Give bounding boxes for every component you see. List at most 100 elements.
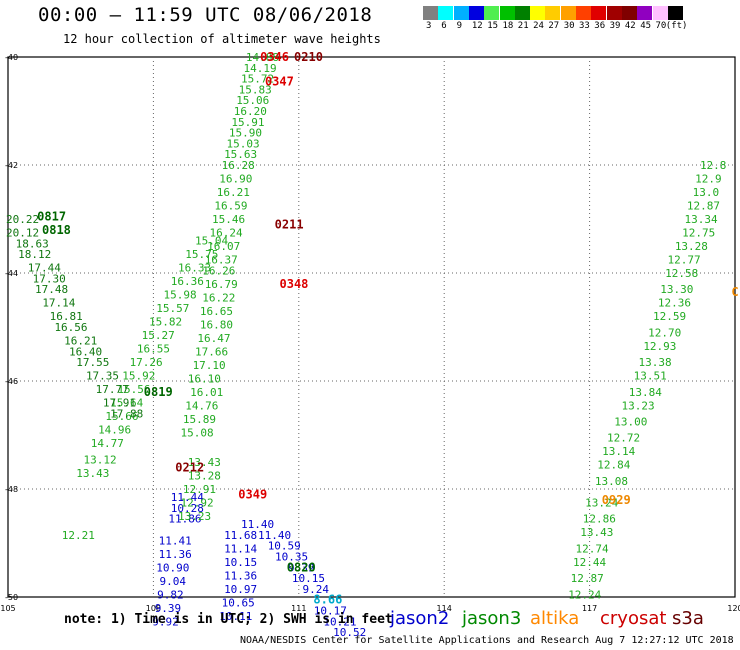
data-point-label: 15.46 [212, 213, 245, 226]
data-point-label: 15.92 [122, 370, 155, 383]
y-tick-label: -46 [5, 377, 18, 386]
y-tick-label: -48 [5, 485, 18, 494]
data-point-label: 15.98 [163, 289, 196, 302]
data-point-label: 9.82 [157, 588, 184, 601]
data-point-label: 0211 [275, 217, 304, 231]
data-point-label: 15.89 [183, 413, 216, 426]
data-point-label: 16.28 [222, 159, 255, 172]
data-point-label: 16.22 [202, 291, 235, 304]
data-point-label: 15.04 [195, 235, 228, 248]
data-point-label: 16.59 [214, 200, 247, 213]
data-point-label: 16.21 [217, 186, 250, 199]
legend-entry: jason3 [462, 608, 521, 629]
data-point-label: 12.87 [687, 200, 720, 213]
data-point-label: 17.10 [193, 359, 226, 372]
data-point-label: 13.30 [660, 283, 693, 296]
data-point-label: 18.12 [18, 248, 51, 261]
data-point-label: 13.43 [580, 526, 613, 539]
plot-frame [8, 57, 735, 597]
data-point-label: 17.66 [195, 345, 228, 358]
data-point-label: 16.33 [178, 262, 211, 275]
data-point-label: 16.56 [54, 321, 87, 334]
data-point-label: 16.80 [200, 318, 233, 331]
x-tick-label: 117 [582, 604, 597, 613]
data-point-label: 0210 [294, 50, 323, 64]
data-point-label: 13.38 [638, 356, 671, 369]
data-point-label: 12.36 [658, 297, 691, 310]
data-point-label: 12.9 [695, 173, 722, 186]
data-point-label: 13.28 [675, 240, 708, 253]
data-point-label: 13.43 [76, 467, 109, 480]
data-point-label: 0929 [602, 493, 631, 507]
data-point-label: 12.92 [180, 497, 213, 510]
data-point-label: 12.70 [648, 326, 681, 339]
data-point-label: 11.36 [224, 569, 257, 582]
data-point-label: 13.0 [693, 186, 720, 199]
data-point-label: 13.23 [622, 399, 655, 412]
data-point-label: 16.90 [219, 173, 252, 186]
data-point-label: 16.79 [205, 278, 238, 291]
data-point-label: 16.36 [171, 275, 204, 288]
data-point-label: 13.84 [629, 386, 662, 399]
data-point-label: 20.22 [6, 213, 39, 226]
data-point-label: 16.65 [200, 305, 233, 318]
credit-line: NOAA/NESDIS Center for Satellite Applica… [240, 635, 734, 646]
footnote: note: 1) Time is in UTC; 2) SWH is in fe… [64, 612, 393, 627]
data-point-label: 9.04 [160, 575, 187, 588]
data-point-label: 12.8 [700, 159, 727, 172]
data-point-label: 12.91 [183, 483, 216, 496]
legend-entry: altika [530, 608, 579, 629]
data-point-label: 17.35 [86, 370, 119, 383]
data-point-label: 12.75 [682, 227, 715, 240]
data-point-label: 17.55 [76, 356, 109, 369]
data-point-label: 12.93 [643, 340, 676, 353]
data-point-label: 10.15 [224, 556, 257, 569]
data-point-label: 0347 [265, 74, 294, 88]
data-point-label: 10.65 [222, 596, 255, 609]
data-point-label: 17.77 [96, 383, 129, 396]
data-point-label: 10.97 [224, 583, 257, 596]
data-point-label: 12.72 [607, 432, 640, 445]
data-point-label: 11.14 [224, 542, 257, 555]
data-point-label: 14.77 [91, 437, 124, 450]
data-point-label: 12.58 [665, 267, 698, 280]
data-point-label: 0817 [37, 209, 66, 223]
data-point-label: 13.34 [685, 213, 718, 226]
data-point-label: 15.82 [149, 316, 182, 329]
data-point-label: 12.59 [653, 310, 686, 323]
data-point-label: 15.08 [180, 426, 213, 439]
data-point-label: 13.14 [602, 445, 635, 458]
x-tick-label: 105 [0, 604, 15, 613]
data-point-label: 16.01 [190, 386, 223, 399]
legend-entry: s3a [672, 608, 704, 629]
data-point-label: 12.21 [62, 529, 95, 542]
data-point-label: 0212 [175, 460, 204, 474]
data-point-label: 12.84 [597, 459, 630, 472]
data-point-label: 17.26 [130, 356, 163, 369]
data-point-label: 15.57 [156, 302, 189, 315]
data-point-label: 12.74 [575, 542, 608, 555]
data-point-label: 12.86 [583, 513, 616, 526]
data-point-label: 12.24 [568, 588, 601, 601]
data-point-label: C [731, 285, 738, 299]
data-point-label: 12.44 [573, 556, 606, 569]
legend-entry: cryosat [600, 608, 666, 629]
data-point-label: 11.36 [159, 548, 192, 561]
data-point-label: 13.00 [614, 416, 647, 429]
data-point-label: 14.96 [98, 424, 131, 437]
legend-entry: jason2 [390, 608, 449, 629]
data-point-label: 13.08 [595, 475, 628, 488]
y-tick-label: -42 [5, 161, 18, 170]
data-point-label: 13.51 [634, 370, 667, 383]
x-tick-label: 120 [727, 604, 740, 613]
y-tick-label: -44 [5, 269, 18, 278]
data-point-label: 16.55 [137, 343, 170, 356]
data-point-label: 15.75 [185, 248, 218, 261]
y-tick-label: -40 [5, 53, 18, 62]
data-point-label: 12.87 [571, 572, 604, 585]
data-point-label: 0819 [144, 385, 173, 399]
data-point-label: 16.47 [197, 332, 230, 345]
data-point-label: 14.76 [185, 399, 218, 412]
data-point-label: 0818 [42, 223, 71, 237]
